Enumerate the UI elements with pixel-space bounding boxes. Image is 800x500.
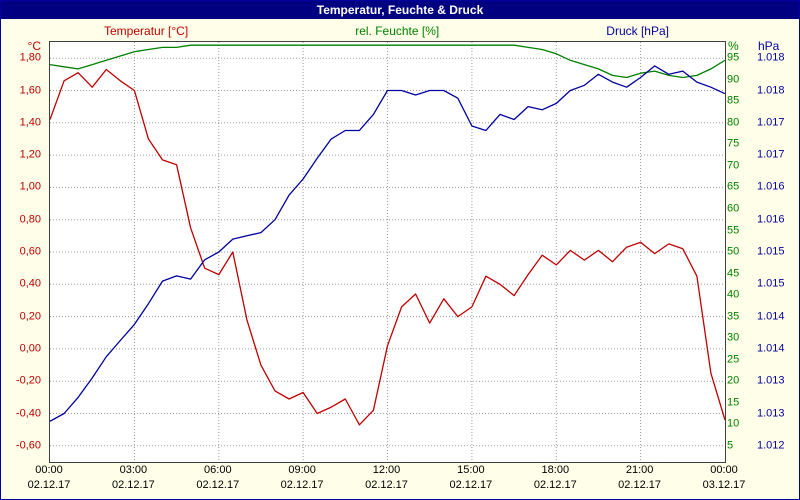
- tick-label: 1,40: [19, 116, 41, 129]
- tick-label: 5: [727, 439, 734, 452]
- time-tick-label: 06:00: [204, 464, 232, 476]
- temperature-axis-ticks: 1,80 1,60 1,40 1,20 1,00 0,80 0,60 0,40 0,20 0,00…: [1, 42, 45, 462]
- tick-label: 1.016: [757, 180, 785, 193]
- legend-item: rel. Feuchte [%]: [355, 24, 440, 38]
- tick-label: 1.015: [757, 245, 785, 258]
- axis-unit-hpa: hPa: [758, 39, 780, 53]
- tick-label: 1,80: [19, 51, 41, 64]
- tick-label: 95: [727, 51, 740, 64]
- tick-label: 1.014: [757, 342, 785, 355]
- tick-label: 85: [727, 94, 740, 107]
- tick-label: 75: [727, 137, 740, 150]
- series-line-pressure: [50, 65, 725, 422]
- time-tick-label: 18:00: [541, 464, 570, 476]
- tick-label: 1,20: [19, 148, 41, 161]
- tick-label: 0,60: [19, 245, 41, 258]
- tick-label: 1,60: [19, 84, 41, 96]
- date-tick-label: 02.12.17: [196, 479, 240, 491]
- chart-legend: Temperatur [°C] rel. Feuchte [%] Druck [hP…: [49, 23, 724, 39]
- tick-label: 90: [727, 73, 740, 86]
- tick-label: 0,00: [19, 342, 41, 355]
- date-tick-label: 02.12.17: [618, 479, 661, 491]
- tick-label: 1.015: [757, 277, 785, 290]
- plot-area: [49, 41, 726, 463]
- time-tick-label: 00:00: [35, 464, 63, 476]
- tick-label: 1.012: [757, 439, 785, 452]
- tick-label: 35: [727, 310, 740, 323]
- tick-label: -0,60: [15, 439, 41, 452]
- tick-label: 50: [727, 245, 740, 258]
- tick-label: 0,20: [19, 310, 41, 323]
- series-line-left: [50, 68, 725, 426]
- date-tick-label: 02.12.17: [280, 479, 324, 491]
- date-tick-label: 02.12.17: [365, 479, 408, 491]
- tick-label: 1.014: [757, 310, 785, 323]
- tick-label: 10: [727, 417, 740, 430]
- tick-label: 1.013: [757, 374, 785, 387]
- tick-label: 20: [727, 374, 740, 387]
- tick-label: 70: [727, 159, 740, 172]
- window-titlebar: Temperatur, Feuchte & Druck: [1, 1, 799, 19]
- tick-label: 1,00: [19, 180, 41, 193]
- date-tick-label: 02.12.17: [533, 479, 577, 491]
- tick-label: 30: [727, 331, 740, 344]
- date-tick-label: 03.12.17: [702, 479, 746, 491]
- tick-label: 80: [727, 116, 740, 129]
- tick-label: 1.017: [757, 116, 785, 129]
- tick-label: 60: [727, 202, 740, 215]
- tick-label: 65: [727, 180, 740, 193]
- humidity-axis-ticks: 95 90 85 80 75 70 65 60 55 50 45 40 35 30 25 20 15 10 5: [727, 42, 755, 462]
- tick-label: 1.016: [757, 213, 785, 226]
- time-axis-ticks: 00:00 02.12.17 03:00 02.12.17 06:00 02.12.17 0…: [28, 462, 746, 496]
- date-tick-label: 02.12.17: [111, 479, 155, 491]
- tick-label: 1.017: [757, 148, 785, 161]
- time-tick-label: 12:00: [372, 464, 401, 476]
- tick-label: 40: [727, 288, 740, 301]
- time-tick-label: 03:00: [119, 464, 148, 476]
- pressure-axis-ticks: 1.018 1.018 1.017 1.017 1.016 1.016 1.015 1.015…: [757, 42, 799, 462]
- axis-unit-celsius: °C: [27, 39, 41, 53]
- legend-item: Temperatur [°C]: [104, 24, 189, 38]
- tick-label: 1.018: [757, 51, 785, 64]
- tick-label: 0,40: [19, 277, 41, 290]
- tick-label: -0,20: [15, 374, 41, 387]
- tick-label: 0,80: [19, 213, 41, 226]
- tick-label: 15: [727, 396, 740, 409]
- tick-label: -0,40: [15, 407, 41, 419]
- window-title: Temperatur, Feuchte & Druck: [316, 3, 484, 17]
- tick-label: 55: [727, 224, 740, 236]
- axis-unit-percent: %: [728, 39, 739, 53]
- series-line-humidity: [50, 44, 725, 79]
- tick-label: 1.013: [757, 407, 785, 419]
- chart-canvas: [50, 42, 725, 462]
- time-tick-label: 21:00: [625, 464, 654, 476]
- tick-label: 45: [727, 267, 740, 279]
- tick-label: 25: [727, 353, 740, 366]
- tick-label: 1.018: [757, 84, 785, 96]
- legend-item: Druck [hPa]: [606, 24, 669, 38]
- time-tick-label: 09:00: [288, 464, 316, 476]
- date-tick-label: 02.12.17: [449, 479, 493, 491]
- time-tick-label: 15:00: [457, 464, 485, 476]
- time-tick-label: 00:00: [710, 464, 738, 476]
- date-tick-label: 02.12.17: [27, 479, 71, 491]
